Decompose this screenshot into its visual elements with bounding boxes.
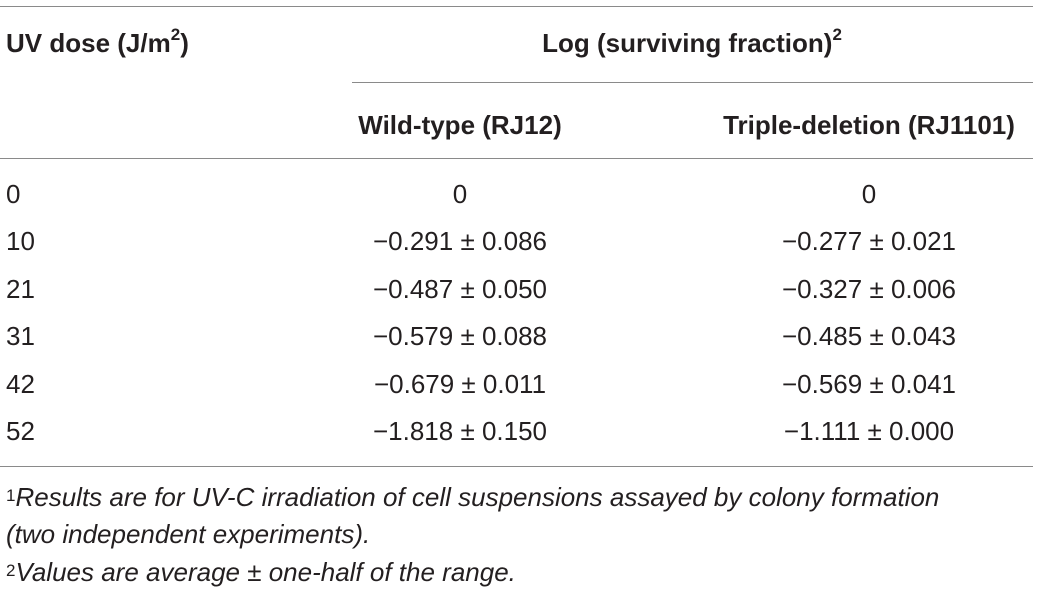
row-uv-dose: 42 bbox=[6, 369, 35, 399]
row-uv-dose: 0 bbox=[6, 179, 21, 209]
footnote-2: 2Values are average ± one-half of the ra… bbox=[6, 557, 516, 588]
group-header-rule bbox=[352, 82, 1033, 83]
footnote-2-mark: 2 bbox=[6, 561, 16, 580]
footnote-1: 1Results are for UV-C irradiation of cel… bbox=[6, 482, 939, 513]
footnote-1-text: Results are for UV-C irradiation of cell… bbox=[15, 482, 940, 512]
row-wild-type-value: 0 bbox=[452, 179, 468, 209]
row-uv-dose: 31 bbox=[6, 321, 35, 351]
row-wild-type-value: −1.818 ± 0.150 bbox=[372, 416, 548, 446]
footnote-2-text: Values are average ± one-half of the ran… bbox=[15, 557, 516, 587]
row-triple-deletion-value: −0.277 ± 0.021 bbox=[781, 226, 957, 256]
row-triple-deletion-value: −0.485 ± 0.043 bbox=[781, 321, 957, 351]
header-bottom-rule bbox=[0, 158, 1033, 159]
header-wild-type: Wild-type (RJ12) bbox=[358, 110, 562, 140]
row-triple-deletion-value: −0.327 ± 0.006 bbox=[781, 274, 957, 304]
footnote-1-continued: (two independent experiments). bbox=[6, 519, 371, 549]
header-log-superscript: 2 bbox=[832, 25, 842, 44]
row-wild-type-value: −0.679 ± 0.011 bbox=[373, 369, 547, 399]
row-triple-deletion-value: −1.111 ± 0.000 bbox=[783, 416, 955, 446]
row-uv-dose: 10 bbox=[6, 226, 35, 256]
table-top-rule bbox=[0, 6, 1033, 7]
row-wild-type-value: −0.291 ± 0.086 bbox=[372, 226, 548, 256]
footnote-1-mark: 1 bbox=[6, 486, 16, 505]
row-wild-type-value: −0.579 ± 0.088 bbox=[372, 321, 548, 351]
table-bottom-rule bbox=[0, 466, 1033, 467]
row-triple-deletion-value: 0 bbox=[861, 179, 877, 209]
header-triple-deletion: Triple-deletion (RJ1101) bbox=[723, 110, 1015, 140]
header-uv-dose-superscript: 2 bbox=[170, 25, 181, 44]
header-uv-dose: UV dose (J/m2) bbox=[6, 25, 189, 58]
header-log-surviving-fraction: Log (surviving fraction)2 bbox=[542, 25, 842, 58]
row-wild-type-value: −0.487 ± 0.050 bbox=[372, 274, 548, 304]
row-uv-dose: 21 bbox=[6, 274, 35, 304]
row-triple-deletion-value: −0.569 ± 0.041 bbox=[781, 369, 957, 399]
row-uv-dose: 52 bbox=[6, 416, 35, 446]
